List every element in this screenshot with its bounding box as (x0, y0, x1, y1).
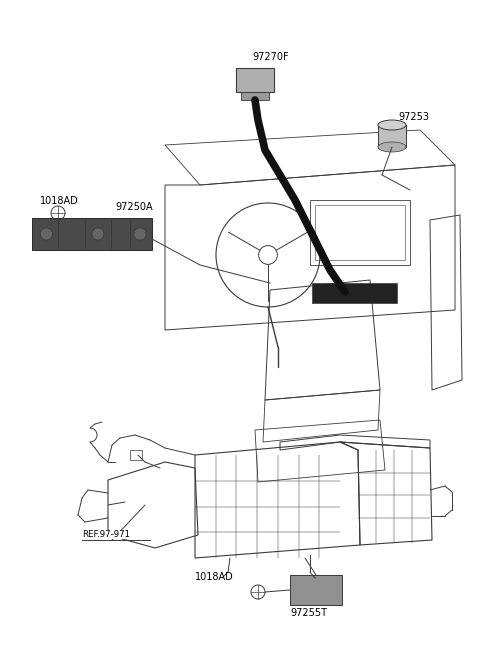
Text: 1018AD: 1018AD (195, 572, 234, 582)
Text: 1018AD: 1018AD (40, 196, 79, 206)
Circle shape (134, 228, 146, 240)
Text: 97253: 97253 (398, 112, 429, 122)
Bar (290, 575, 342, 605)
Bar (130, 450, 142, 460)
Ellipse shape (378, 120, 406, 130)
Bar (236, 68, 274, 92)
Circle shape (40, 228, 52, 240)
Bar (315, 205, 405, 260)
Text: 97250A: 97250A (115, 202, 153, 212)
Bar (312, 283, 397, 303)
Text: REF.97-971: REF.97-971 (82, 530, 130, 539)
Ellipse shape (378, 142, 406, 152)
Bar (241, 92, 269, 100)
Text: 97270F: 97270F (252, 52, 288, 62)
Bar (310, 200, 410, 265)
Bar (378, 125, 406, 147)
Text: 97255T: 97255T (290, 608, 327, 618)
Bar (32, 218, 152, 250)
Circle shape (92, 228, 104, 240)
